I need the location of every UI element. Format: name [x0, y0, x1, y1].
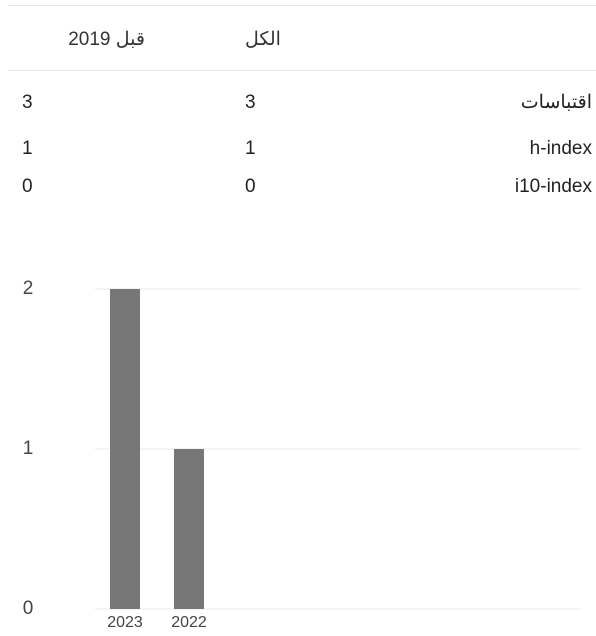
row-label: اقتباسات: [520, 92, 592, 113]
bar: [110, 289, 140, 609]
since-value: 1: [22, 138, 33, 159]
all-value: 1: [245, 138, 256, 159]
all-value: 3: [245, 92, 256, 113]
header-since: قبل 2019: [68, 29, 145, 50]
since-value: 0: [22, 176, 33, 197]
y-tick-label: 1: [23, 438, 34, 459]
x-tick-label: 2023: [107, 614, 143, 631]
bar: [174, 449, 204, 609]
y-tick-label: 0: [23, 598, 34, 619]
header-all: الكل: [245, 29, 281, 50]
since-value: 3: [22, 92, 33, 113]
y-tick-label: 2: [23, 278, 34, 299]
header-rule: [8, 70, 596, 71]
row-label: i10-index: [514, 176, 592, 197]
all-value: 0: [245, 176, 256, 197]
top-rule: [8, 5, 596, 6]
x-tick-label: 2022: [171, 614, 207, 631]
row-label: h-index: [529, 138, 592, 159]
